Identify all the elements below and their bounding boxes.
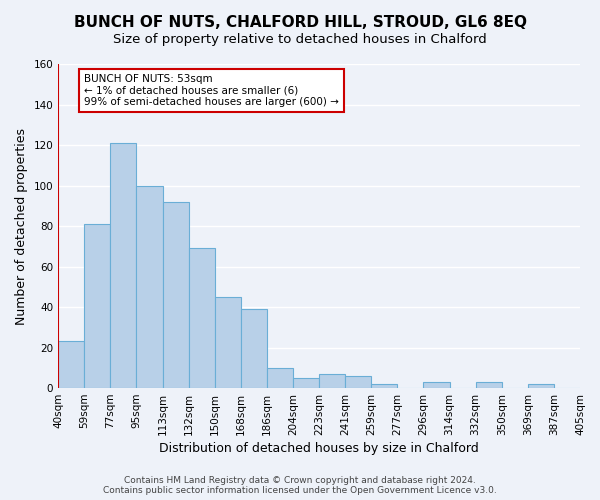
Bar	[84, 224, 110, 388]
Y-axis label: Number of detached properties: Number of detached properties	[15, 128, 28, 324]
Bar	[476, 382, 502, 388]
Bar	[110, 143, 136, 388]
Bar	[58, 342, 84, 388]
Bar	[293, 378, 319, 388]
Bar	[136, 186, 163, 388]
Text: Size of property relative to detached houses in Chalford: Size of property relative to detached ho…	[113, 32, 487, 46]
Bar	[319, 374, 345, 388]
Bar	[163, 202, 188, 388]
Bar	[188, 248, 215, 388]
Text: BUNCH OF NUTS, CHALFORD HILL, STROUD, GL6 8EQ: BUNCH OF NUTS, CHALFORD HILL, STROUD, GL…	[74, 15, 527, 30]
Bar	[345, 376, 371, 388]
X-axis label: Distribution of detached houses by size in Chalford: Distribution of detached houses by size …	[159, 442, 479, 455]
Bar	[424, 382, 449, 388]
Text: Contains HM Land Registry data © Crown copyright and database right 2024.
Contai: Contains HM Land Registry data © Crown c…	[103, 476, 497, 495]
Bar	[215, 297, 241, 388]
Bar	[267, 368, 293, 388]
Bar	[371, 384, 397, 388]
Bar	[241, 309, 267, 388]
Bar	[528, 384, 554, 388]
Text: BUNCH OF NUTS: 53sqm
← 1% of detached houses are smaller (6)
99% of semi-detache: BUNCH OF NUTS: 53sqm ← 1% of detached ho…	[84, 74, 339, 107]
